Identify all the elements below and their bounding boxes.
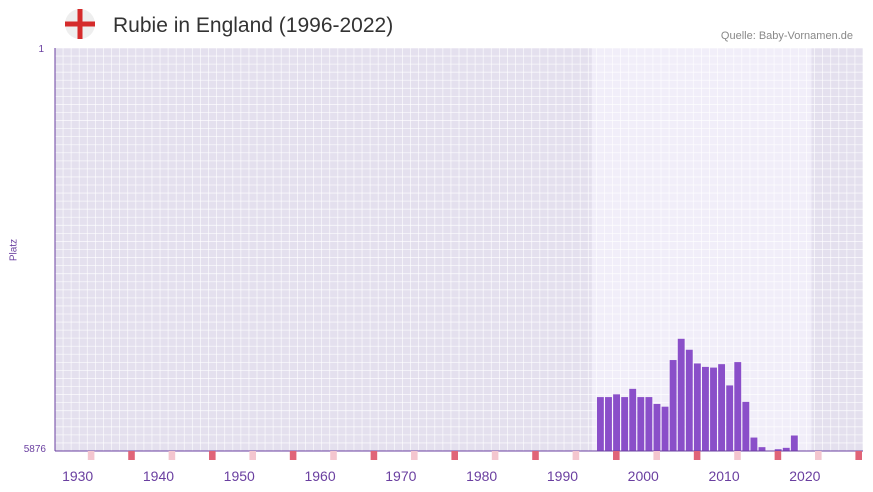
x-tick-label-2020: 2020 xyxy=(789,468,820,484)
x-tick-label-1950: 1950 xyxy=(224,468,255,484)
bar-1996 xyxy=(596,397,604,451)
bar-2003 xyxy=(653,403,661,451)
decade-marker-1958 xyxy=(289,451,297,460)
bar-1998 xyxy=(613,394,620,451)
x-tick-label-1930: 1930 xyxy=(62,468,93,484)
bar-2001 xyxy=(637,397,645,451)
x-tick-label-2010: 2010 xyxy=(708,468,739,484)
england-flag-icon xyxy=(65,9,95,39)
halfdecade-marker-1983 xyxy=(491,451,499,460)
bar-2008 xyxy=(693,363,701,451)
decade-marker-1968 xyxy=(370,451,378,460)
bar-2002 xyxy=(645,397,653,451)
bar-2004 xyxy=(661,406,669,451)
decade-marker-2018 xyxy=(774,451,782,460)
halfdecade-marker-2003 xyxy=(653,451,660,460)
decade-marker-1938 xyxy=(128,451,135,460)
bar-2012 xyxy=(726,385,734,451)
bar-1999 xyxy=(621,397,629,451)
halfdecade-marker-1973 xyxy=(411,451,418,460)
decade-marker-2008 xyxy=(693,451,701,460)
bar-2016 xyxy=(758,447,766,451)
source-credit[interactable]: Quelle: Baby-Vornamen.de xyxy=(720,30,853,42)
bar-2018 xyxy=(774,449,782,451)
x-tick-label-1960: 1960 xyxy=(304,468,335,484)
x-tick-label-1990: 1990 xyxy=(547,468,578,484)
decade-marker-1998 xyxy=(613,451,620,460)
bar-2015 xyxy=(750,437,758,451)
x-tick-label-1980: 1980 xyxy=(466,468,497,484)
bar-2007 xyxy=(685,349,693,451)
bar-2006 xyxy=(677,338,685,451)
bar-2011 xyxy=(718,364,726,451)
bar-2000 xyxy=(629,388,637,451)
bar-1997 xyxy=(605,397,612,451)
bar-2013 xyxy=(734,362,742,451)
bar-2009 xyxy=(702,366,709,451)
decade-marker-1978 xyxy=(451,451,458,460)
halfdecade-marker-1993 xyxy=(572,451,580,460)
y-tick-bottom: 5876 xyxy=(23,444,46,455)
bar-2014 xyxy=(742,401,750,451)
x-tick-label-2000: 2000 xyxy=(628,468,659,484)
halfdecade-marker-1963 xyxy=(330,451,337,460)
bar-2019 xyxy=(782,447,790,451)
decade-marker-1948 xyxy=(209,451,216,460)
x-tick-label-1970: 1970 xyxy=(385,468,416,484)
halfdecade-marker-2023 xyxy=(815,451,822,460)
chart-title: Rubie in England (1996-2022) xyxy=(113,14,394,37)
y-tick-top: 1 xyxy=(38,44,44,55)
bar-2005 xyxy=(669,360,677,451)
bar-2010 xyxy=(710,367,717,451)
halfdecade-marker-1943 xyxy=(168,451,176,460)
halfdecade-marker-2013 xyxy=(734,451,741,460)
x-tick-label-1940: 1940 xyxy=(143,468,174,484)
decade-marker-2028 xyxy=(855,451,862,460)
halfdecade-marker-1933 xyxy=(87,451,95,460)
bar-2020 xyxy=(790,435,798,451)
halfdecade-marker-1953 xyxy=(249,451,256,460)
decade-marker-1988 xyxy=(532,451,539,460)
